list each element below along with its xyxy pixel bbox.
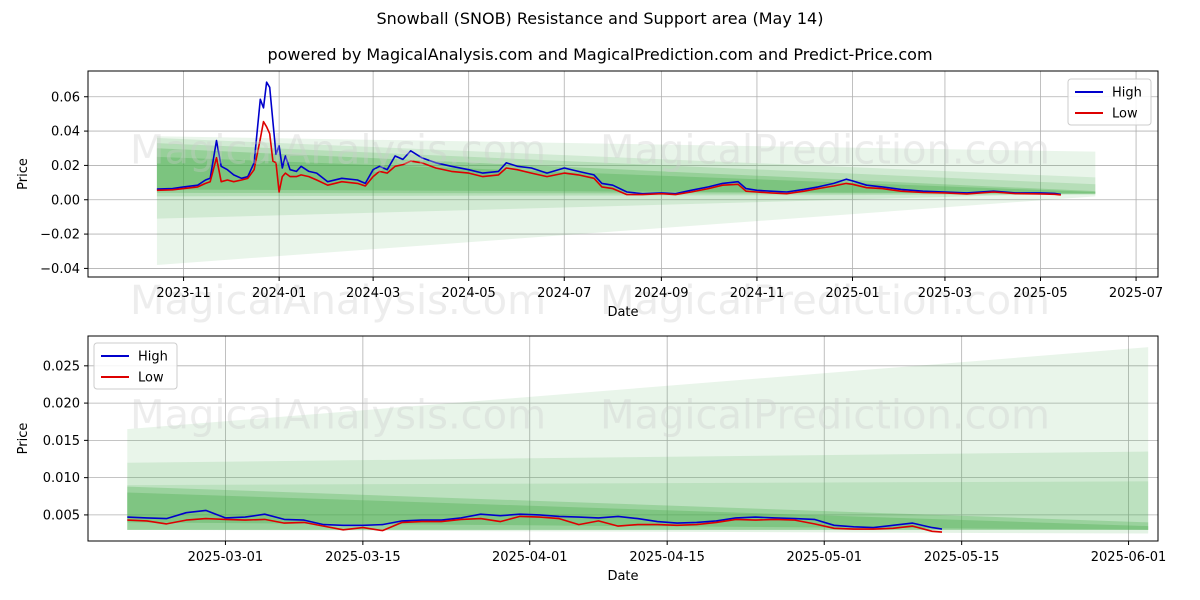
support-resistance-band [127, 347, 1149, 530]
x-tick-label: 2023-11 [156, 286, 210, 301]
watermark-text: MagicalAnalysis.com [130, 392, 546, 438]
x-tick-label: 2025-05-01 [786, 550, 862, 565]
x-tick-label: 2024-09 [634, 286, 688, 301]
x-tick-label: 2025-05 [1013, 286, 1067, 301]
plot-frame [87, 70, 1159, 278]
legend-label-high: High [1112, 86, 1142, 101]
x-axis-label: Date [607, 569, 638, 584]
x-tick-label: 2024-11 [730, 286, 784, 301]
y-tick-label: 0.00 [51, 193, 80, 208]
series-line-high [156, 81, 1062, 196]
y-axis-label: Price [16, 423, 31, 455]
series-line-low [127, 515, 943, 533]
x-tick-label: 2025-03 [918, 286, 972, 301]
y-tick-label: 0.020 [43, 397, 80, 412]
x-tick-label: 2025-04-15 [629, 550, 705, 565]
support-resistance-band [127, 492, 1149, 530]
x-tick-label: 2025-04-01 [492, 550, 568, 565]
x-tick-label: 2025-03-01 [188, 550, 264, 565]
x-tick-label: 2025-06-01 [1091, 550, 1167, 565]
support-resistance-band [156, 137, 1096, 219]
y-axis-label: Price [16, 158, 31, 190]
chart-title: Snowball (SNOB) Resistance and Support a… [376, 9, 824, 28]
legend: High Low [1067, 78, 1152, 126]
x-tick-label: 2024-03 [346, 286, 400, 301]
watermark-text: MagicalPrediction.com [600, 278, 1050, 324]
series-line-high [127, 509, 943, 530]
x-tick-label: 2024-05 [442, 286, 496, 301]
x-axis-label: Date [607, 305, 638, 320]
series-line-low [156, 120, 1061, 196]
x-tick-label: 2025-05-15 [924, 550, 1000, 565]
support-resistance-band [156, 148, 1096, 194]
x-tick-label: 2024-07 [537, 286, 591, 301]
watermark-text: MagicalPrediction.com [600, 392, 1050, 438]
support-resistance-band [127, 451, 1149, 530]
y-tick-label: −0.04 [40, 262, 80, 277]
x-tick-label: 2025-03-15 [325, 550, 401, 565]
support-resistance-band [156, 156, 1096, 194]
support-resistance-band [127, 481, 1149, 534]
y-tick-label: 0.015 [43, 434, 80, 449]
y-tick-label: 0.005 [43, 508, 80, 523]
y-tick-label: 0.02 [51, 159, 80, 174]
watermark-text: MagicalAnalysis.com [130, 278, 546, 324]
chart-panel-1: MagicalAnalysis.com MagicalPrediction.com… [16, 70, 1163, 324]
support-resistance-band [127, 486, 1149, 530]
chart-panel-2: MagicalAnalysis.com MagicalPrediction.com… [16, 335, 1167, 584]
plot-frame [87, 335, 1159, 542]
legend-label-high: High [138, 350, 168, 365]
legend-label-low: Low [1112, 107, 1138, 122]
y-tick-label: 0.010 [43, 471, 80, 486]
chart-subtitle: powered by MagicalAnalysis.com and Magic… [267, 45, 933, 64]
x-tick-label: 2025-01 [825, 286, 879, 301]
y-tick-label: −0.02 [40, 228, 80, 243]
x-tick-label: 2025-07 [1109, 286, 1163, 301]
y-tick-label: 0.04 [51, 125, 80, 140]
y-tick-label: 0.06 [51, 90, 80, 105]
x-tick-label: 2024-01 [252, 286, 306, 301]
legend: High Low [93, 342, 178, 390]
watermark-text: MagicalAnalysis.com [130, 128, 546, 174]
watermark-text: MagicalPrediction.com [600, 128, 1050, 174]
legend-label-low: Low [138, 371, 164, 386]
y-tick-label: 0.025 [43, 359, 80, 374]
